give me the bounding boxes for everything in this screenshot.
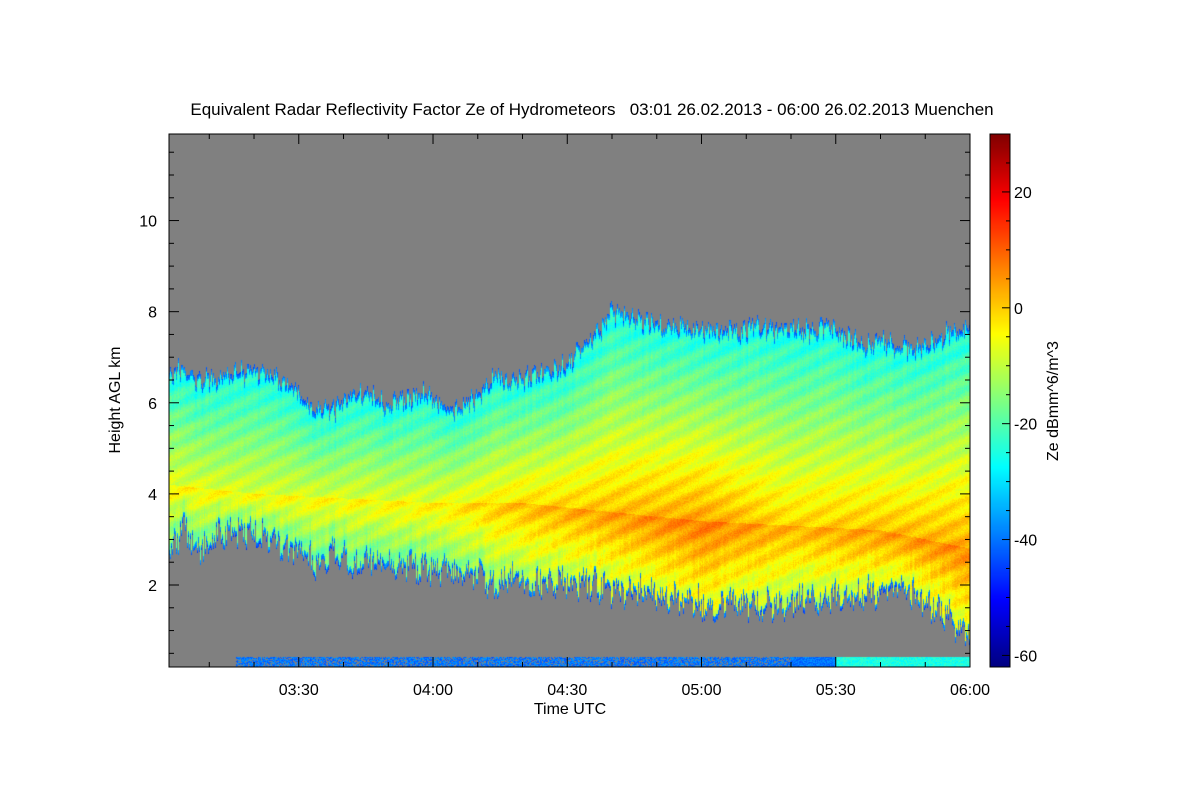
y-tick-label: 4 [148,487,157,504]
x-axis: 03:30 04:00 04:30 05:00 05:30 06:00 [208,134,990,699]
colorbar-ticks: -60 -40 -20 0 20 [1002,133,1037,665]
y-axis-label: Height AGL km [107,346,124,453]
colorbar: -60 -40 -20 0 20 [989,133,1037,668]
colorbar-label: Ze dBmm^6/m^3 [1045,341,1062,461]
y-tick-label: 6 [148,396,157,413]
colorbar-gradient [990,134,1010,667]
x-tick-label: 05:00 [681,682,721,699]
y-tick-label: 2 [148,578,157,595]
chart-title: Equivalent Radar Reflectivity Factor Ze … [190,100,993,119]
colorbar-tick-label: -40 [1014,533,1037,550]
x-tick-label: 04:00 [413,682,453,699]
x-tick-label: 06:00 [950,682,990,699]
x-tick-label: 03:30 [279,682,319,699]
colorbar-tick-label: -20 [1014,417,1037,434]
x-tick-label: 04:30 [547,682,587,699]
y-tick-label: 10 [139,214,157,231]
colorbar-tick-label: 20 [1014,185,1032,202]
x-tick-label: 05:30 [816,682,856,699]
plot-frame [168,133,971,668]
y-axis: 2 4 6 8 10 [139,151,970,654]
colorbar-frame [989,133,1011,668]
plot-area [168,133,971,668]
colorbar-tick-label: 0 [1014,301,1023,318]
y-tick-label: 8 [148,305,157,322]
x-axis-label: Time UTC [534,701,606,718]
reflectivity-heatmap [169,134,970,667]
colorbar-tick-label: -60 [1014,648,1037,665]
